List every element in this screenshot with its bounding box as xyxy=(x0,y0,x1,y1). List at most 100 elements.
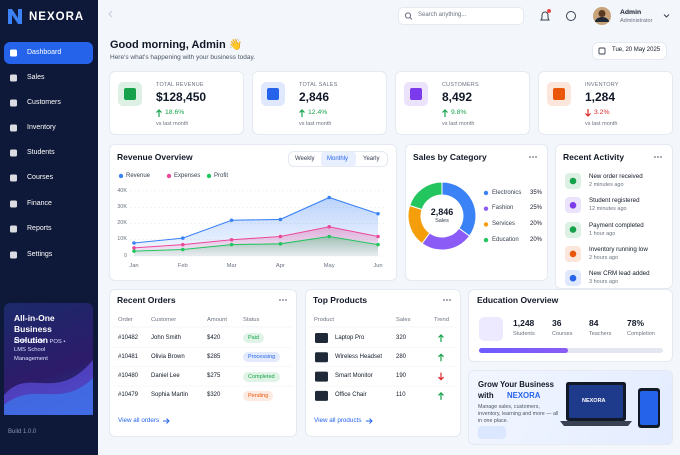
cell: John Smith xyxy=(151,334,182,341)
kpi-note: vs last month xyxy=(585,120,618,127)
banner-button[interactable] xyxy=(478,426,506,439)
data-point xyxy=(181,247,185,252)
activity-icon-glyph xyxy=(569,202,577,209)
kpi-value: 1,284 xyxy=(585,90,616,104)
arrow-up-icon xyxy=(156,109,162,117)
cell: $420 xyxy=(207,334,221,341)
data-point xyxy=(278,242,283,246)
data-point xyxy=(376,242,380,247)
stat-label: Teachers xyxy=(589,331,612,337)
status-pill: Pending xyxy=(243,390,274,401)
nav-label: Finance xyxy=(27,199,52,207)
legend-label: Services xyxy=(492,220,516,227)
kpi-label: TOTAL REVENUE xyxy=(156,82,204,88)
link[interactable]: View all orders xyxy=(118,417,160,424)
nav-label: Dashboard xyxy=(27,48,62,56)
activity-text: New CRM lead added xyxy=(589,270,650,278)
data-point xyxy=(278,217,283,222)
pie-slice xyxy=(409,181,443,211)
nav-label: Courses xyxy=(27,173,54,181)
cell: #10481 xyxy=(118,353,139,360)
card-title: Education Overview xyxy=(477,295,559,305)
tab-label: Monthly xyxy=(327,155,349,162)
nav-icon xyxy=(10,200,17,208)
tab-label: Weekly xyxy=(295,155,315,162)
y-tick-label: 20K xyxy=(117,220,127,226)
kpi-label: TOTAL SALES xyxy=(299,82,338,88)
y-tick-label: 10K xyxy=(117,236,127,243)
brand: NEXORA xyxy=(29,11,85,23)
kpi-value: 2,846 xyxy=(299,90,330,104)
education-icon xyxy=(479,317,503,341)
cell: Office Chair xyxy=(335,392,367,399)
nav-label: Customers xyxy=(27,98,61,106)
cell: 110 xyxy=(396,392,406,399)
value-label: 20% xyxy=(529,236,542,243)
activity-icon-glyph xyxy=(569,274,577,282)
search-placeholder: Search anything... xyxy=(418,12,467,18)
nav-label: Inventory xyxy=(27,123,56,131)
data-point xyxy=(229,242,234,247)
value-label: 20% xyxy=(529,220,542,227)
legend-label: Education xyxy=(492,236,519,243)
activity-time: 3 hours ago xyxy=(589,279,619,286)
nav-item[interactable] xyxy=(4,42,93,64)
user-name: Admin xyxy=(620,9,642,16)
promo-title: All-in-One Business Solution xyxy=(14,313,55,346)
activity-time: 1 hour ago xyxy=(589,230,616,237)
kpi-note: vs last month xyxy=(299,120,332,127)
laptop-screen xyxy=(569,385,623,418)
legend-swatch xyxy=(206,173,212,179)
kpi-card xyxy=(252,71,387,135)
cell: Sophia Martin xyxy=(151,392,189,399)
stat-value: 36 xyxy=(552,318,562,328)
data-point xyxy=(278,234,283,239)
product-icon xyxy=(315,390,328,401)
cell: #10480 xyxy=(118,373,139,380)
kpi-value: $128,450 xyxy=(156,90,207,104)
legend-swatch xyxy=(483,237,489,243)
column-header: Order xyxy=(118,317,133,323)
y-tick-label: 40K xyxy=(117,187,127,194)
activity-icon xyxy=(565,245,581,262)
column-header: Amount xyxy=(207,317,227,323)
kpi-card xyxy=(538,71,673,135)
kpi-icon xyxy=(261,82,285,106)
column-header: Trend xyxy=(434,317,449,323)
nav-icon xyxy=(10,174,17,182)
legend-label: Revenue xyxy=(126,172,151,179)
kpi-note: vs last month xyxy=(156,120,189,127)
stat-label: Students xyxy=(513,331,535,337)
more-icon xyxy=(657,156,659,158)
activity-text: Inventory running low xyxy=(589,245,648,253)
activity-icon xyxy=(565,197,581,214)
more-icon xyxy=(282,299,284,301)
progress-track xyxy=(479,348,663,353)
series-area xyxy=(134,236,378,256)
tab-active[interactable] xyxy=(321,152,356,166)
x-tick-label: May xyxy=(323,263,335,269)
more-icon xyxy=(446,299,448,301)
cell: $285 xyxy=(207,353,221,360)
bell-icon xyxy=(540,11,550,21)
search-box[interactable] xyxy=(398,7,524,25)
banner-text: Manage sales, customers, inventory, lear… xyxy=(478,404,559,425)
chevron-down xyxy=(663,14,670,18)
link[interactable]: View all products xyxy=(314,417,362,424)
card xyxy=(305,289,461,437)
kpi-icon-glyph xyxy=(124,88,136,100)
arrow-up-icon xyxy=(438,353,444,362)
laptop-base xyxy=(560,421,632,426)
column-header: Product xyxy=(314,317,334,323)
help-icon xyxy=(566,11,576,21)
progress-fill xyxy=(479,348,568,353)
build-version: Build 1.0.0 xyxy=(8,429,37,435)
promo-subtitle: ERP • CRM • POS • LMS School Management xyxy=(14,339,66,362)
cell: Laptop Pro xyxy=(335,334,365,341)
back-chevron xyxy=(108,10,113,18)
legend-swatch xyxy=(118,173,124,179)
laptop-brand: NEXORA xyxy=(582,397,606,404)
activity-text: New order received xyxy=(589,173,643,180)
kpi-label: CUSTOMERS xyxy=(442,82,479,88)
cell: Olivia Brown xyxy=(151,353,185,360)
